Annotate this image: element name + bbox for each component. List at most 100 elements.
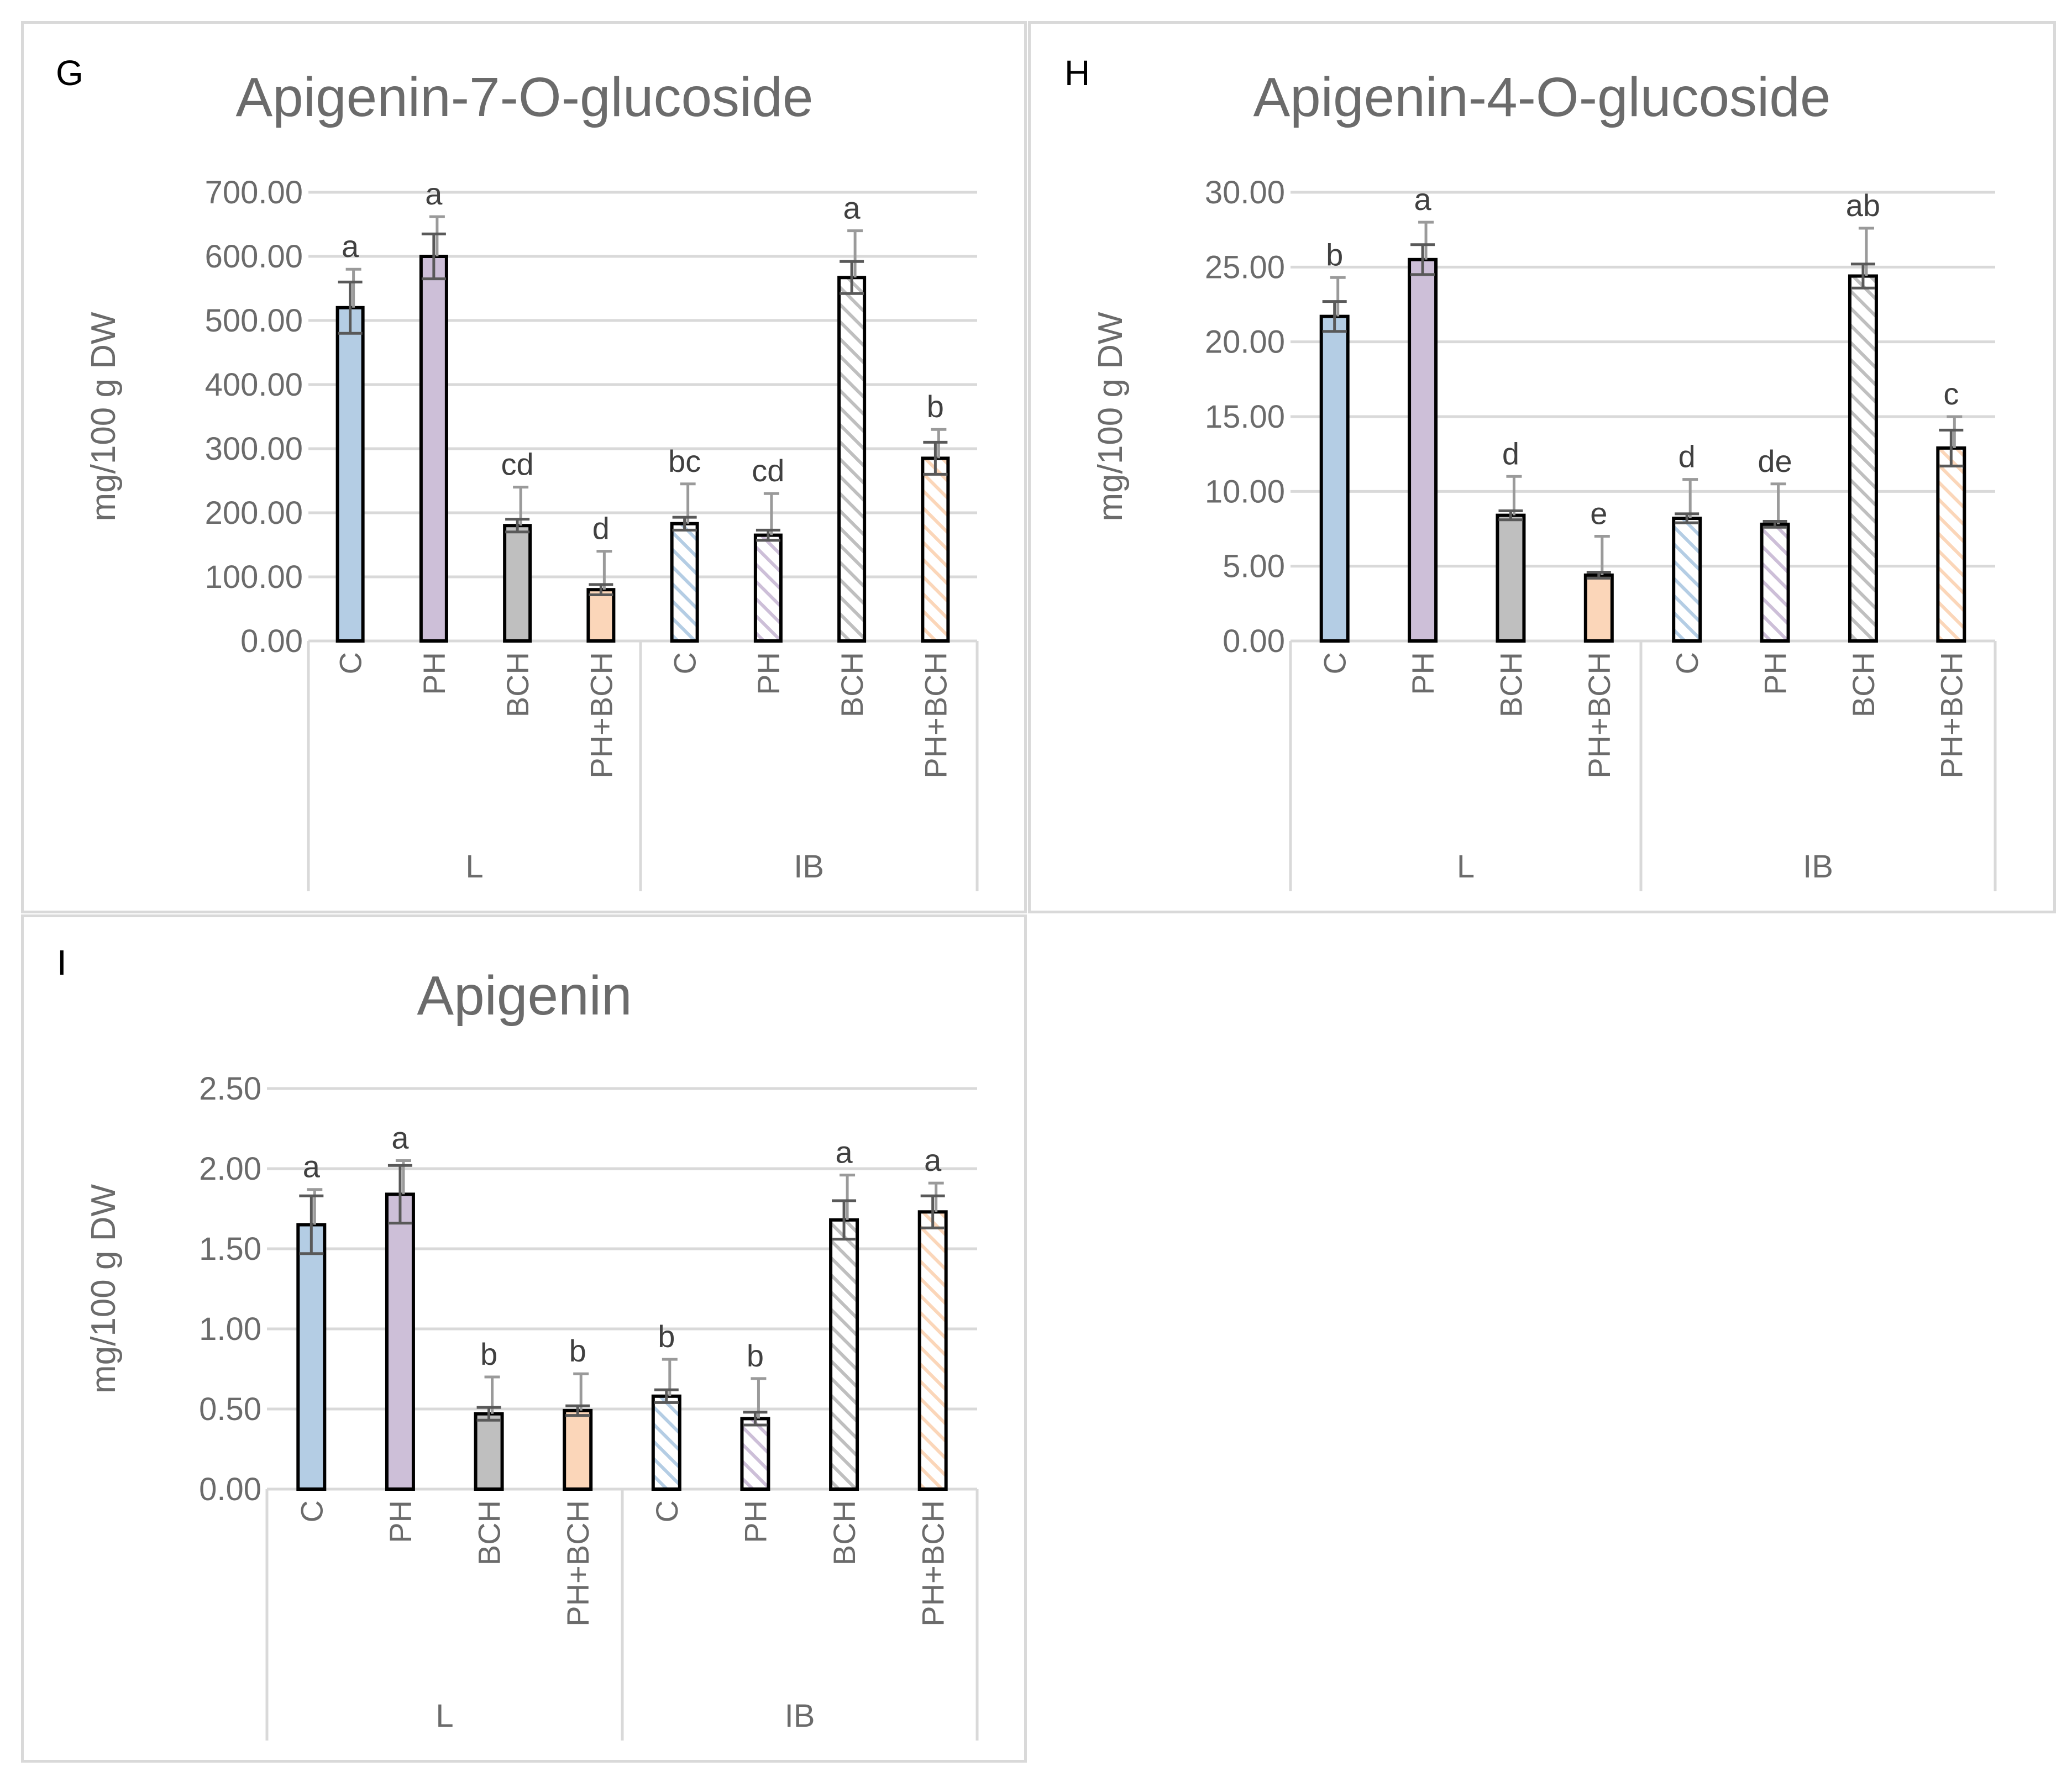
bar <box>740 1417 770 1491</box>
significance-letter: cd <box>501 447 534 482</box>
significance-letter: a <box>391 1121 409 1155</box>
chart-title: Apigenin <box>417 965 632 1027</box>
significance-letter: a <box>835 1135 853 1170</box>
chart-panel-h: H Apigenin-4-O-glucoside 0.00 5.00 10.00 15… <box>1028 21 2056 913</box>
x-tick-label: PH+BCH <box>916 1500 951 1627</box>
y-axis-label: mg/100 g DW <box>85 312 123 522</box>
x-tick-label: PH <box>751 652 786 695</box>
x-tick-label: PH+BCH <box>918 652 953 779</box>
y-tick-label: 15.00 <box>1205 399 1285 435</box>
x-tick-label: PH <box>417 652 452 695</box>
bar <box>1583 573 1614 643</box>
y-tick-label: 10.00 <box>1205 474 1285 509</box>
group-label: IB <box>785 1698 815 1734</box>
bar <box>1760 522 1790 643</box>
bar <box>1672 517 1702 643</box>
x-tick-label: BCH <box>827 1500 862 1565</box>
bar <box>503 524 532 643</box>
y-tick-label: 200.00 <box>205 495 303 531</box>
x-tick-label: C <box>649 1500 684 1522</box>
group-label: L <box>1457 849 1475 885</box>
significance-letter: a <box>425 176 443 211</box>
significance-letter: b <box>1326 237 1343 272</box>
x-tick-label: PH <box>1405 652 1440 695</box>
x-tick-label: PH <box>383 1500 418 1543</box>
chart-title: Apigenin-4-O-glucoside <box>1253 66 1831 128</box>
y-tick-label: 0.00 <box>199 1471 261 1507</box>
significance-letter: b <box>658 1319 675 1354</box>
y-tick-label: 1.00 <box>199 1311 261 1347</box>
chart-panel-g: G Apigenin-7-O-glucoside 0.00 100.00 200.0… <box>21 21 1027 913</box>
significance-letter: de <box>1758 444 1792 479</box>
bar <box>563 1408 593 1491</box>
bar <box>651 1394 681 1491</box>
significance-letter: a <box>843 191 861 225</box>
x-tick-label: PH+BCH <box>560 1500 595 1627</box>
significance-letter: b <box>927 389 944 424</box>
y-axis-label: mg/100 g DW <box>85 1184 123 1394</box>
bar <box>1319 314 1350 643</box>
bar <box>1936 446 1966 643</box>
y-axis-label: mg/100 g DW <box>1092 312 1130 522</box>
bar <box>1408 257 1438 643</box>
bar-chart: 0.00 0.50 1.00 1.50 2.00 2.50 mg/100 g DW a Ca PH… <box>85 1071 979 1741</box>
bar <box>917 1210 948 1491</box>
y-tick-label: 2.50 <box>199 1071 261 1107</box>
x-tick-label: C <box>294 1500 329 1522</box>
significance-letter: ab <box>1846 188 1880 223</box>
significance-letter: a <box>1414 182 1431 217</box>
x-tick-label: PH <box>738 1500 773 1543</box>
x-tick-label: PH+BCH <box>1934 652 1969 779</box>
x-tick-label: C <box>1318 652 1352 674</box>
x-tick-label: BCH <box>500 652 535 717</box>
significance-letter: d <box>1502 436 1519 471</box>
bar-chart: 0.00 5.00 10.00 15.00 20.00 25.00 30.00 mg/100 … <box>1092 175 1997 891</box>
bar <box>1496 513 1526 643</box>
y-tick-label: 300.00 <box>205 431 303 467</box>
significance-letter: a <box>924 1143 942 1177</box>
x-tick-label: C <box>1670 652 1704 674</box>
significance-letter: bc <box>668 444 701 479</box>
x-tick-label: C <box>333 652 368 674</box>
significance-letter: b <box>747 1338 764 1373</box>
significance-letter: d <box>1678 439 1696 474</box>
bar <box>419 255 448 643</box>
bar <box>385 1192 415 1491</box>
y-tick-label: 600.00 <box>205 239 303 275</box>
group-label: L <box>465 849 483 885</box>
y-tick-label: 100.00 <box>205 559 303 595</box>
x-tick-label: PH+BCH <box>1582 652 1617 779</box>
y-tick-label: 0.00 <box>1223 623 1285 659</box>
x-tick-label: PH <box>1758 652 1793 695</box>
x-tick-label: BCH <box>472 1500 507 1565</box>
bar <box>586 588 616 643</box>
bar-chart: 0.00 100.00 200.00 300.00 400.00 500.00 600.00… <box>85 175 979 891</box>
panel-letter: I <box>57 943 67 982</box>
y-tick-label: 5.00 <box>1223 549 1285 585</box>
bar <box>753 533 783 643</box>
y-tick-label: 2.00 <box>199 1151 261 1187</box>
bar <box>837 276 867 643</box>
x-tick-label: PH+BCH <box>584 652 618 779</box>
y-tick-label: 30.00 <box>1205 175 1285 211</box>
y-tick-label: 400.00 <box>205 367 303 403</box>
chart-title: Apigenin-7-O-glucoside <box>235 66 814 128</box>
y-tick-label: 25.00 <box>1205 249 1285 285</box>
bar <box>1848 274 1878 643</box>
y-tick-label: 500.00 <box>205 303 303 339</box>
group-label: IB <box>794 849 824 885</box>
chart-panel-i: I Apigenin 0.00 0.50 1.00 1.50 2.00 2.50 mg/10… <box>21 914 1027 1763</box>
significance-letter: c <box>1943 376 1959 411</box>
significance-letter: d <box>592 511 610 546</box>
group-label: IB <box>1803 849 1833 885</box>
significance-letter: b <box>569 1333 586 1368</box>
group-label: L <box>436 1698 453 1734</box>
bar <box>670 522 699 643</box>
significance-letter: b <box>480 1337 497 1371</box>
bar <box>829 1218 859 1491</box>
bar <box>921 456 950 643</box>
x-tick-label: BCH <box>1493 652 1528 717</box>
y-tick-label: 0.00 <box>240 623 303 659</box>
significance-letter: a <box>303 1149 321 1184</box>
y-tick-label: 1.50 <box>199 1231 261 1267</box>
